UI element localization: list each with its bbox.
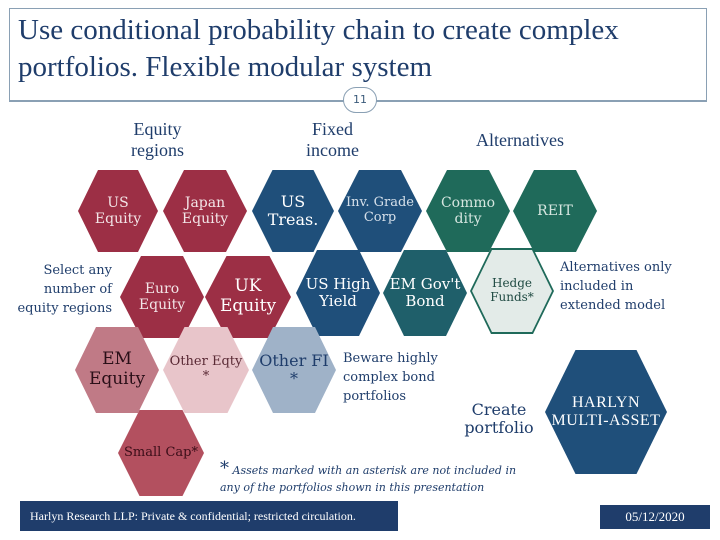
hex-hedge-funds: Hedge Funds*: [472, 250, 552, 332]
hex-em-equity: EM Equity: [75, 327, 159, 413]
note-select-regions: Select any number of equity regions: [17, 263, 112, 316]
hex-hedge-funds-border: Hedge Funds*: [470, 248, 554, 334]
hex-other-eqty: Other Eqty *: [163, 327, 249, 413]
heading-alternatives: Alternatives: [476, 130, 564, 150]
hex-create-portfolio: Create portfolio: [452, 378, 546, 460]
footer-date: 05/12/2020: [600, 505, 710, 529]
hex-small-cap: Small Cap*: [118, 410, 204, 496]
hex-commodity: Commo dity: [426, 170, 510, 252]
hex-euro-equity: Euro Equity: [120, 256, 204, 338]
hex-inv-grade-corp: Inv. Grade Corp: [338, 170, 422, 252]
hex-harlyn-multi-asset: HARLYN MULTI-ASSET: [545, 350, 667, 474]
hex-japan-equity: Japan Equity: [163, 170, 247, 252]
hex-em-govt-bond: EM Gov't Bond: [383, 250, 467, 336]
hex-us-treas: US Treas.: [252, 170, 334, 252]
note-beware: Beware highly complex bond portfolios: [343, 351, 438, 404]
hex-us-equity: US Equity: [78, 170, 158, 252]
heading-fixed-income: Fixed income: [306, 119, 359, 160]
hex-other-fi: Other FI *: [252, 327, 336, 413]
note-alternatives-only: Alternatives only included in extended m…: [560, 260, 672, 313]
heading-equity-regions: Equity regions: [131, 119, 184, 160]
hex-reit: REIT: [513, 170, 597, 252]
footer-bar: Harlyn Research LLP: Private & confident…: [20, 501, 398, 531]
note-asterisk: * Assets marked with an asterisk are not…: [220, 460, 520, 496]
hex-us-high-yield: US High Yield: [296, 250, 380, 336]
hex-uk-equity: UK Equity: [205, 256, 291, 338]
page-number: 11: [343, 87, 377, 113]
asterisk-text: Assets marked with an asterisk are not i…: [220, 464, 517, 494]
asterisk-mark: *: [220, 458, 229, 479]
slide-title: Use conditional probability chain to cre…: [18, 14, 619, 83]
